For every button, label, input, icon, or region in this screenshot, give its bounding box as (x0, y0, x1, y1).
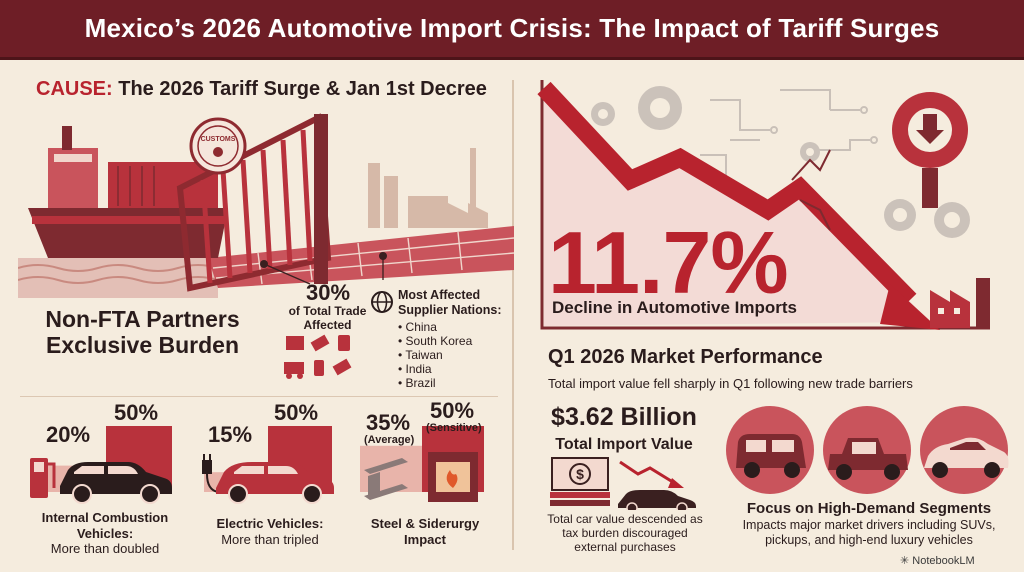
value-note: Total car value descended as tax burden … (547, 512, 703, 555)
q1-title: Q1 2026 Market Performance (548, 346, 823, 368)
factory-skyline-icon (368, 148, 488, 228)
nations-title: Most Affected Supplier Nations: (398, 288, 502, 317)
burden-line-2: Exclusive Burden (45, 332, 240, 359)
svg-text:$: $ (576, 466, 584, 482)
customs-gate-icon (176, 113, 332, 292)
decline-illustration (537, 80, 990, 330)
electric-car-icon (216, 462, 334, 504)
nation-item: South Korea (398, 334, 473, 348)
chart-frame (540, 80, 990, 330)
ice-sub-text: More than doubled (50, 541, 160, 557)
steel-label-text: Steel & Siderurgy (370, 516, 480, 531)
suv-icon (726, 406, 814, 494)
furnace-icon (428, 452, 478, 502)
segments-illustration (726, 406, 1009, 494)
svg-text:CUSTOMS: CUSTOMS (201, 136, 236, 143)
nation-item: Taiwan (398, 348, 472, 362)
nation-item: India (398, 362, 472, 376)
bottle-icon (314, 360, 324, 376)
ev-from-rate: 15% (208, 422, 253, 447)
burden-label: Non-FTA Partners Exclusive Burden (30, 306, 255, 359)
steel-sub-text: Impact (404, 531, 446, 547)
nation-item: China (398, 320, 472, 334)
pipe-icon (332, 358, 352, 376)
ship-gate-illustration: CUSTOMS (18, 113, 514, 298)
import-label: Total Import Value (555, 436, 693, 453)
q1-subtitle: Total import value fell sharply in Q1 fo… (548, 376, 913, 391)
steel-label: Steel & Siderurgy Impact (360, 516, 490, 547)
focus-note: Impacts major market drivers including S… (742, 518, 996, 547)
ev-sub-text: More than tripled (221, 531, 319, 547)
ev-bars (202, 426, 334, 504)
cosmetic-icon (338, 335, 350, 351)
truck-icon (284, 362, 304, 374)
import-value: $3.62 Billion (551, 403, 697, 431)
credit-logo-icon: ✳ (900, 555, 913, 567)
luxury-car-icon (920, 406, 1009, 494)
steel-to-rate: 50% (430, 398, 475, 423)
nation-item: Brazil (398, 376, 472, 390)
decline-label: Decline in Automotive Imports (552, 298, 797, 317)
cargo-ship-icon (28, 126, 228, 258)
ev-to-rate: 50% (274, 400, 319, 425)
gear-icon (591, 86, 970, 238)
ice-bars (30, 426, 172, 504)
ev-label: Electric Vehicles: More than tripled (196, 516, 344, 547)
ev-label-text: Electric Vehicles: (216, 516, 324, 531)
tariff-steel-panel: 35% (Average) 50% (Sensitive) (356, 398, 496, 510)
decline-value: 11.7% (548, 213, 789, 312)
header-bar: Mexico’s 2026 Automotive Import Crisis: … (0, 0, 1024, 60)
tariff-ev-panel: 15% 50% (194, 400, 344, 504)
tariff-ice-panel: 20% 50% (24, 400, 184, 504)
ice-label: Internal Combustion Vehicles: More than … (30, 510, 180, 557)
credit-text: NotebookLM (912, 555, 975, 567)
battery-icon (310, 334, 330, 352)
cause-heading: The 2026 Tariff Surge & Jan 1st Decree (112, 78, 487, 100)
globe-icon (371, 291, 393, 313)
fuel-pump-icon (30, 458, 56, 498)
money-stack-icon: $ (550, 457, 610, 506)
trade-goods-icons (284, 334, 352, 379)
money-car-illustration: $ (550, 457, 696, 510)
trend-down-icon (619, 460, 677, 486)
trade-share-label: of Total Trade Affected (288, 304, 367, 333)
burden-line-1: Non-FTA Partners (45, 306, 240, 332)
credit-label: ✳ NotebookLM (900, 554, 975, 567)
cause-title: CAUSE: The 2026 Tariff Surge & Jan 1st D… (36, 78, 487, 101)
trade-share-value: 30% (305, 280, 351, 305)
ice-label-text: Internal Combustion Vehicles: (41, 510, 169, 541)
column-divider (512, 80, 514, 550)
section-divider (20, 396, 498, 397)
container-icon (286, 336, 304, 350)
steel-from-rate: 35% (366, 410, 411, 435)
decline-arrow-icon (537, 81, 917, 307)
small-car-icon (618, 490, 696, 510)
circuit-lines-icon (700, 89, 878, 188)
down-arrow-gear-icon (892, 92, 968, 208)
pickup-icon (823, 406, 911, 494)
ice-to-rate: 50% (114, 400, 159, 425)
nations-list: China South Korea Taiwan India Brazil (398, 320, 472, 390)
ice-from-rate: 20% (46, 422, 91, 447)
steel-to-note: (Sensitive) (426, 422, 482, 434)
sedan-car-icon (60, 462, 172, 504)
focus-title: Focus on High-Demand Segments (746, 500, 992, 517)
factory-icon (930, 278, 990, 328)
crack-icon (791, 149, 831, 231)
steel-beam-icon (364, 458, 408, 500)
steel-from-note: (Average) (364, 434, 415, 446)
cause-keyword: CAUSE: (36, 78, 113, 100)
customs-seal-icon: CUSTOMS (189, 117, 247, 175)
page-title: Mexico’s 2026 Automotive Import Crisis: … (84, 13, 940, 43)
steel-bars (360, 426, 484, 502)
